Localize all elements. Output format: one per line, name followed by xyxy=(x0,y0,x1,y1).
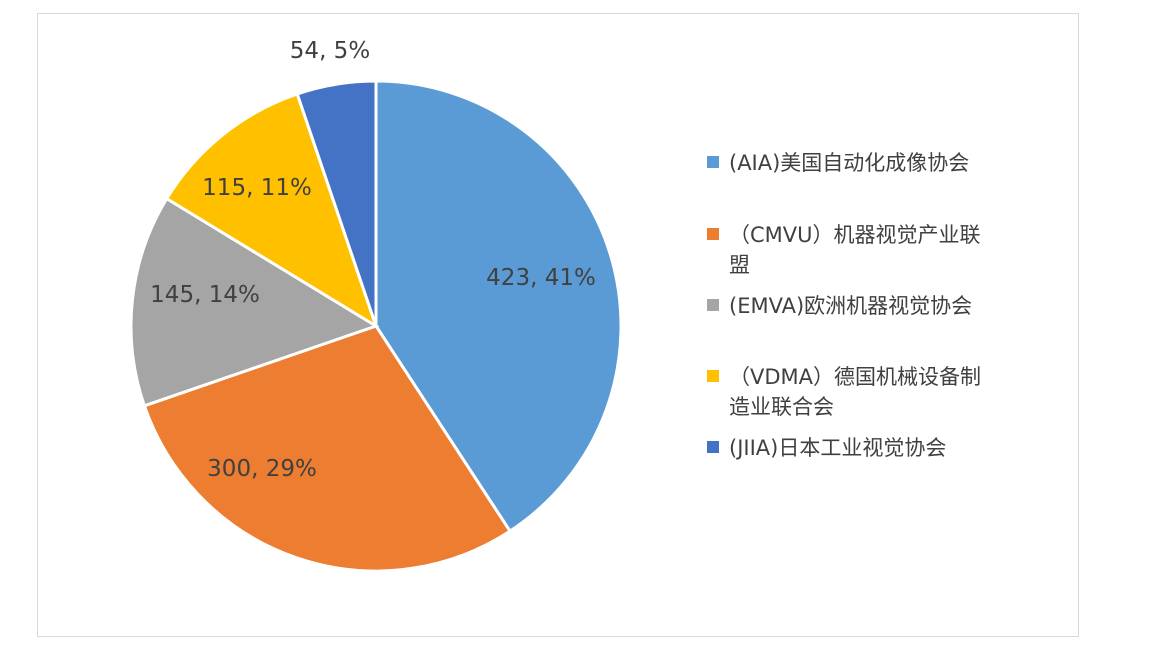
pie-slice-jiia xyxy=(295,79,378,327)
legend-item-cmvu: （CMVU）机器视觉产业联 盟 xyxy=(707,220,1067,280)
data-label-jiia: 54, 5% xyxy=(290,38,370,64)
legend-swatch-aia xyxy=(707,156,719,168)
legend-swatch-cmvu xyxy=(707,228,719,240)
data-label-cmvu: 300, 29% xyxy=(207,456,317,482)
legend-item-emva: (EMVA)欧洲机器视觉协会 xyxy=(707,291,1067,321)
legend-swatch-emva xyxy=(707,299,719,311)
data-label-vdma: 115, 11% xyxy=(202,175,312,201)
pie-slice-emva xyxy=(129,196,380,408)
legend-label-vdma: （VDMA）德国机械设备制 造业联合会 xyxy=(729,365,982,419)
pie-slice-cmvu xyxy=(142,324,513,573)
legend-label-jiia: (JIIA)日本工业视觉协会 xyxy=(729,436,947,460)
legend-label-emva: (EMVA)欧洲机器视觉协会 xyxy=(729,294,973,318)
data-label-aia: 423, 41% xyxy=(486,265,596,291)
legend-swatch-jiia xyxy=(707,441,719,453)
legend-item-aia: (AIA)美国自动化成像协会 xyxy=(707,148,1067,178)
legend-item-vdma: （VDMA）德国机械设备制 造业联合会 xyxy=(707,362,1067,422)
legend-item-jiia: (JIIA)日本工业视觉协会 xyxy=(707,433,1067,463)
data-label-emva: 145, 14% xyxy=(150,282,260,308)
legend-swatch-vdma xyxy=(707,370,719,382)
legend-label-cmvu: （CMVU）机器视觉产业联 盟 xyxy=(729,223,981,277)
legend-label-aia: (AIA)美国自动化成像协会 xyxy=(729,151,970,175)
pie-slice-vdma xyxy=(164,92,379,330)
